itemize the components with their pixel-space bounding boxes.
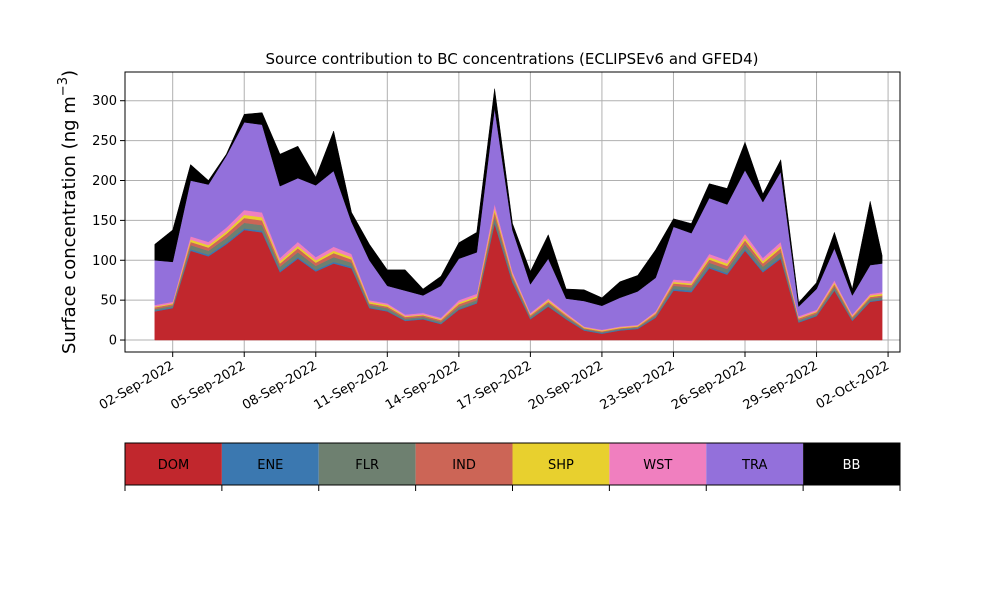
- y-axis-label: Surface concentration (ng m−3): [56, 70, 80, 354]
- legend-swatch-dom: [125, 443, 222, 485]
- legend-swatch-wst: [609, 443, 707, 485]
- y-tick-label: 250: [92, 134, 117, 149]
- y-tick-label: 200: [92, 174, 117, 189]
- y-tick-label: 0: [109, 334, 117, 349]
- y-tick-label: 100: [92, 254, 117, 269]
- legend-label-shp: SHP: [548, 458, 574, 473]
- legend-label-flr: FLR: [355, 458, 379, 473]
- legend-label-ind: IND: [452, 458, 476, 473]
- y-tick-label: 50: [100, 294, 117, 309]
- y-tick-label: 150: [92, 214, 117, 229]
- legend-label-dom: DOM: [158, 458, 189, 473]
- area-bb: [154, 88, 883, 308]
- legend-label-wst: WST: [643, 458, 672, 473]
- legend-swatch-bb: [803, 443, 900, 485]
- chart-title: Source contribution to BC concentrations…: [265, 50, 758, 68]
- legend-swatch-ene: [221, 443, 319, 485]
- legend-swatch-shp: [512, 443, 610, 485]
- y-axis-ticks: 0 50 100 150 200 250 300: [92, 94, 125, 349]
- colorbar-legend: DOM ENE FLR IND SHP WST TRA BB: [124, 442, 901, 491]
- stacked-areas: [154, 88, 883, 341]
- plot-frame: [124, 71, 901, 353]
- legend-swatch-flr: [318, 443, 416, 485]
- legend-label-ene: ENE: [257, 458, 283, 473]
- legend-label-tra: TRA: [741, 458, 767, 473]
- legend-swatch-ind: [415, 443, 513, 485]
- legend-label-bb: BB: [843, 458, 861, 473]
- y-tick-label: 300: [92, 94, 117, 109]
- legend-swatch-tra: [706, 443, 804, 485]
